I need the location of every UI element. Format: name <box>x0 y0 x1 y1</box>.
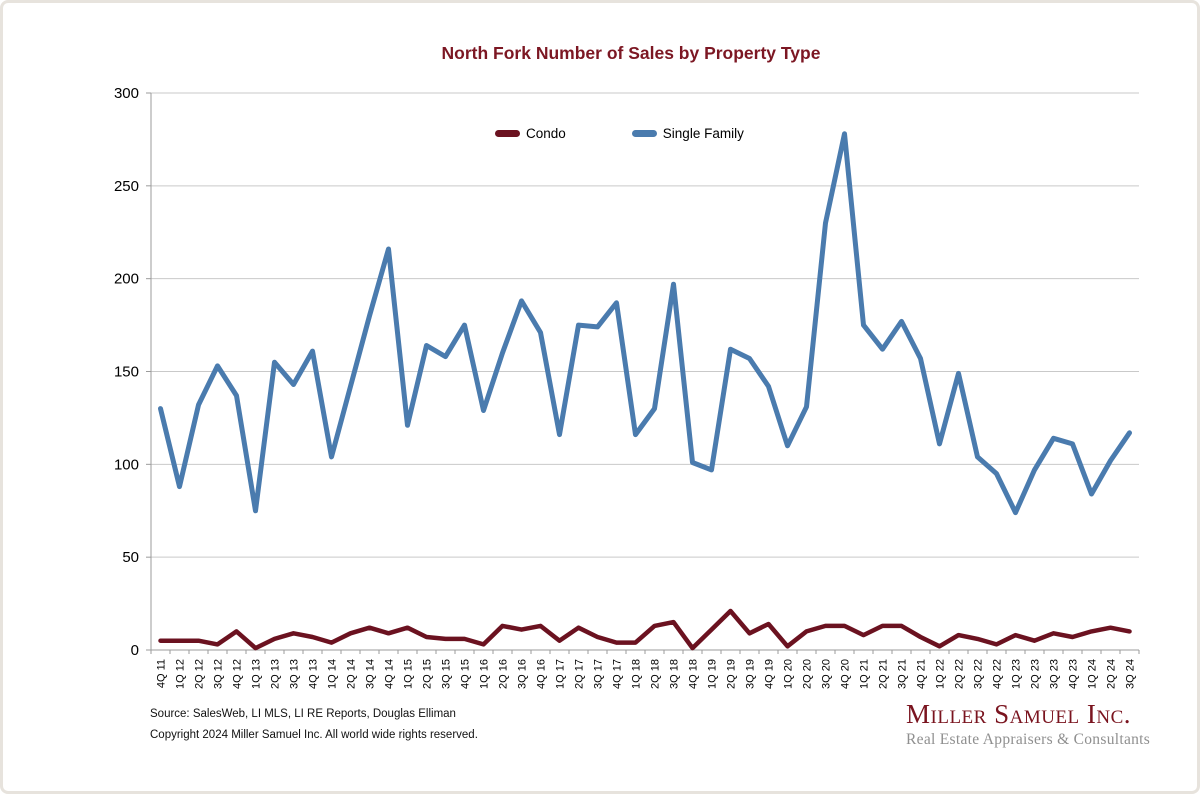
x-axis-label: 1Q 15 <box>403 659 415 689</box>
sales-line-chart: 0 50 100 150 200 250 300 4Q 11 1Q 12 2Q 12 3Q 12 4Q… <box>114 85 1140 689</box>
chart-legend: Condo Single Family <box>495 126 744 141</box>
x-axis-label: 1Q 24 <box>1087 659 1099 689</box>
x-axis-label: 2Q 21 <box>878 659 890 689</box>
x-axis-label: 1Q 17 <box>555 659 567 689</box>
x-axis-label: 4Q 14 <box>384 659 396 689</box>
x-axis-label: 1Q 12 <box>175 659 187 689</box>
single-family-line <box>158 131 1132 516</box>
y-axis-label: 300 <box>114 85 139 102</box>
y-axis-label: 150 <box>114 364 139 381</box>
x-axis-label: 2Q 22 <box>954 659 966 689</box>
x-axis-label: 1Q 18 <box>631 659 643 689</box>
x-axis-label: 3Q 14 <box>365 659 377 689</box>
footer-notes: Source: SalesWeb, LI MLS, LI RE Reports,… <box>150 708 478 750</box>
x-axis-label: 1Q 14 <box>327 659 339 689</box>
x-axis-label: 1Q 22 <box>935 659 947 689</box>
y-axis-label: 50 <box>122 549 139 566</box>
x-axis-label: 2Q 24 <box>1106 659 1118 689</box>
x-axis-label: 1Q 20 <box>783 659 795 689</box>
x-axis-label: 2Q 15 <box>422 659 434 689</box>
y-axis-label: 250 <box>114 178 139 195</box>
legend-item-single-family: Single Family <box>631 126 744 141</box>
copyright-note: Copyright 2024 Miller Samuel Inc. All wo… <box>150 729 478 741</box>
x-axis-label: 2Q 20 <box>802 659 814 689</box>
x-axis-label: 4Q 19 <box>764 659 776 689</box>
x-axis-label: 3Q 24 <box>1125 659 1137 689</box>
x-axis-label: 4Q 21 <box>916 659 928 689</box>
x-axis-label: 3Q 13 <box>289 659 301 689</box>
x-axis-label: 3Q 21 <box>897 659 909 689</box>
x-axis-label: 3Q 16 <box>517 659 529 689</box>
x-axis-label: 1Q 19 <box>707 659 719 689</box>
x-axis-label: 3Q 20 <box>821 659 833 689</box>
y-axis-label: 100 <box>114 456 139 473</box>
x-axis-label: 3Q 18 <box>669 659 681 689</box>
x-axis-label: 1Q 21 <box>859 659 871 689</box>
legend-item-condo: Condo <box>495 126 566 141</box>
x-axis-label: 3Q 22 <box>973 659 985 689</box>
x-axis-label: 4Q 12 <box>232 659 244 689</box>
x-axis-label: 3Q 15 <box>441 659 453 689</box>
x-axis-label: 4Q 22 <box>992 659 1004 689</box>
x-axis-label: 3Q 17 <box>593 659 605 689</box>
page-title: North Fork Number of Sales by Property T… <box>441 43 821 63</box>
source-note: Source: SalesWeb, LI MLS, LI RE Reports,… <box>150 708 456 720</box>
x-axis-label: 1Q 13 <box>251 659 263 689</box>
x-axis-label: 2Q 19 <box>726 659 738 689</box>
x-axis-label: 4Q 13 <box>308 659 320 689</box>
x-axis-label: 4Q 18 <box>688 659 700 689</box>
x-axis-label: 2Q 14 <box>346 659 358 689</box>
x-axis-label: 1Q 16 <box>479 659 491 689</box>
x-axis-label: 3Q 12 <box>213 659 225 689</box>
x-axis-label: 2Q 18 <box>650 659 662 689</box>
x-axis-label: 3Q 23 <box>1049 659 1061 689</box>
condo-line-marker-icon <box>495 130 520 137</box>
y-axis-label: 0 <box>131 642 139 659</box>
condo-line <box>158 608 1132 651</box>
x-axis-label: 2Q 23 <box>1030 659 1042 689</box>
x-axis-label: 4Q 23 <box>1068 659 1080 689</box>
x-axis-label: 4Q 20 <box>840 659 852 689</box>
legend-label-condo: Condo <box>526 126 566 141</box>
single-family-line-marker-icon <box>631 130 657 137</box>
x-axis-label: 2Q 13 <box>270 659 282 689</box>
logo-tagline: Real Estate Appraisers & Consultants <box>906 731 1151 749</box>
legend-label-single-family: Single Family <box>662 126 744 141</box>
x-axis-label: 4Q 17 <box>612 659 624 689</box>
x-axis-label: 2Q 12 <box>194 659 206 689</box>
x-axis-label: 4Q 16 <box>536 659 548 689</box>
x-axis-label: 4Q 11 <box>156 659 168 688</box>
company-logo: Miller Samuel Inc. Real Estate Appraiser… <box>906 700 1156 749</box>
x-axis-label: 2Q 17 <box>574 659 586 689</box>
logo-company-name: Miller Samuel Inc. <box>906 699 1132 729</box>
x-axis-label: 4Q 15 <box>460 659 472 689</box>
y-axis-label: 200 <box>114 271 139 288</box>
x-axis-label: 3Q 19 <box>745 659 757 689</box>
x-axis-label: 2Q 16 <box>498 659 510 689</box>
x-axis-label: 1Q 23 <box>1011 659 1023 689</box>
